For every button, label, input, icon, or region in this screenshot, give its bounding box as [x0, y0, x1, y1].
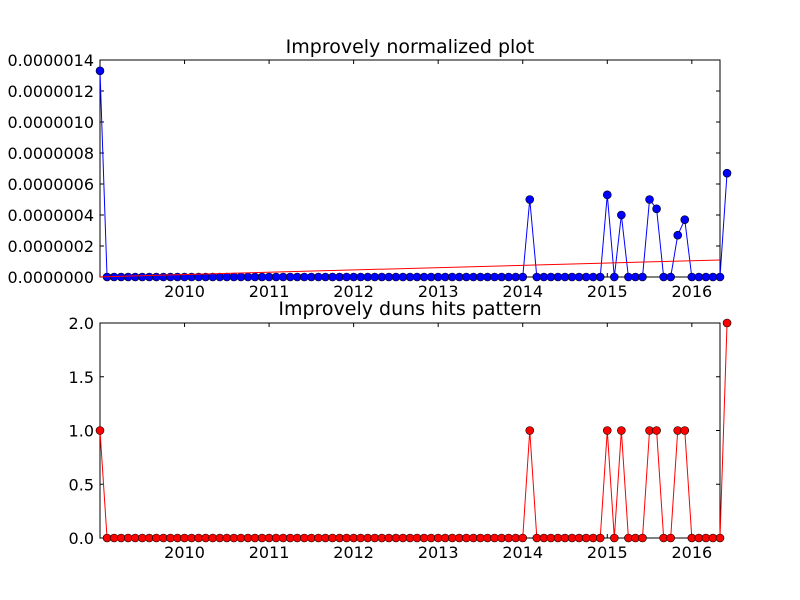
series-line — [99, 70, 728, 278]
chart-title: Improvely normalized plot — [286, 36, 535, 58]
x-tick-label: 2011 — [249, 282, 290, 301]
data-point — [722, 168, 732, 178]
series-line — [99, 322, 728, 539]
data-point — [617, 426, 626, 435]
y-tick-label: 1.0 — [69, 422, 94, 441]
data-point — [666, 272, 675, 282]
panel-normalized-plot: Improvely normalized plot 2010 2011 2012 20… — [7, 36, 732, 301]
data-point — [680, 215, 690, 224]
y-tick-label: 0.5 — [69, 475, 94, 494]
series-layer — [95, 66, 732, 282]
y-tick-label: 0.0000002 — [7, 237, 94, 256]
y-tick-label: 0.0 — [69, 529, 94, 548]
y-tick-label: 0.0000012 — [7, 82, 94, 101]
data-point — [638, 533, 647, 543]
y-tick-label: 0.0000014 — [7, 51, 94, 70]
x-tick-label: 2010 — [164, 543, 205, 562]
data-point — [518, 272, 528, 282]
data-point — [722, 318, 732, 328]
data-point — [645, 195, 654, 204]
data-point — [617, 210, 626, 220]
plot-frame — [99, 59, 721, 278]
x-tick-label: 2016 — [671, 543, 712, 562]
y-tick-label: 0.0000010 — [7, 113, 94, 132]
axis-ticks: 2010 2011 2012 2013 2014 2015 2016 0.0000000 0.0… — [7, 51, 720, 301]
y-tick-label: 1.5 — [69, 368, 94, 387]
plot-frame — [99, 322, 721, 539]
y-tick-label: 0.0000006 — [7, 175, 94, 194]
data-point — [610, 272, 619, 282]
data-point — [95, 426, 105, 435]
chart-title: Improvely duns hits pattern — [278, 298, 541, 320]
y-tick-label: 0.0000000 — [7, 268, 94, 287]
data-point — [652, 426, 661, 435]
y-tick-label: 0.0000004 — [7, 206, 94, 225]
x-tick-label: 2014 — [502, 282, 543, 301]
x-tick-label: 2013 — [418, 543, 459, 562]
x-tick-label: 2011 — [249, 543, 290, 562]
data-point — [525, 195, 535, 204]
y-tick-label: 0.0000008 — [7, 144, 94, 163]
x-tick-label: 2015 — [587, 543, 628, 562]
data-point — [666, 533, 675, 543]
data-point — [673, 230, 683, 240]
x-tick-label: 2016 — [671, 282, 712, 301]
x-tick-label: 2014 — [502, 543, 543, 562]
y-tick-label: 2.0 — [69, 314, 94, 333]
x-tick-label: 2013 — [418, 282, 459, 301]
data-point — [715, 533, 725, 543]
data-point — [680, 426, 690, 435]
series-layer — [95, 318, 732, 543]
x-tick-label: 2012 — [333, 543, 374, 562]
data-point — [525, 426, 535, 435]
x-tick-label: 2015 — [587, 282, 628, 301]
data-point — [95, 66, 105, 76]
data-point — [715, 272, 725, 282]
data-point — [602, 426, 612, 435]
data-point — [638, 272, 647, 282]
x-tick-label: 2010 — [164, 282, 205, 301]
data-point — [602, 190, 612, 200]
x-tick-label: 2012 — [333, 282, 374, 301]
data-point — [610, 533, 619, 543]
axis-ticks: 2010 2011 2012 2013 2014 2015 2016 0.0 0.5 1.0 1.5… — [69, 314, 720, 562]
data-point — [595, 272, 605, 282]
data-point — [652, 204, 661, 214]
panel-duns-hits: Improvely duns hits pattern 2010 2011 2012… — [69, 298, 732, 562]
data-point — [595, 533, 605, 543]
data-point — [518, 533, 528, 543]
trend-line — [99, 259, 721, 278]
